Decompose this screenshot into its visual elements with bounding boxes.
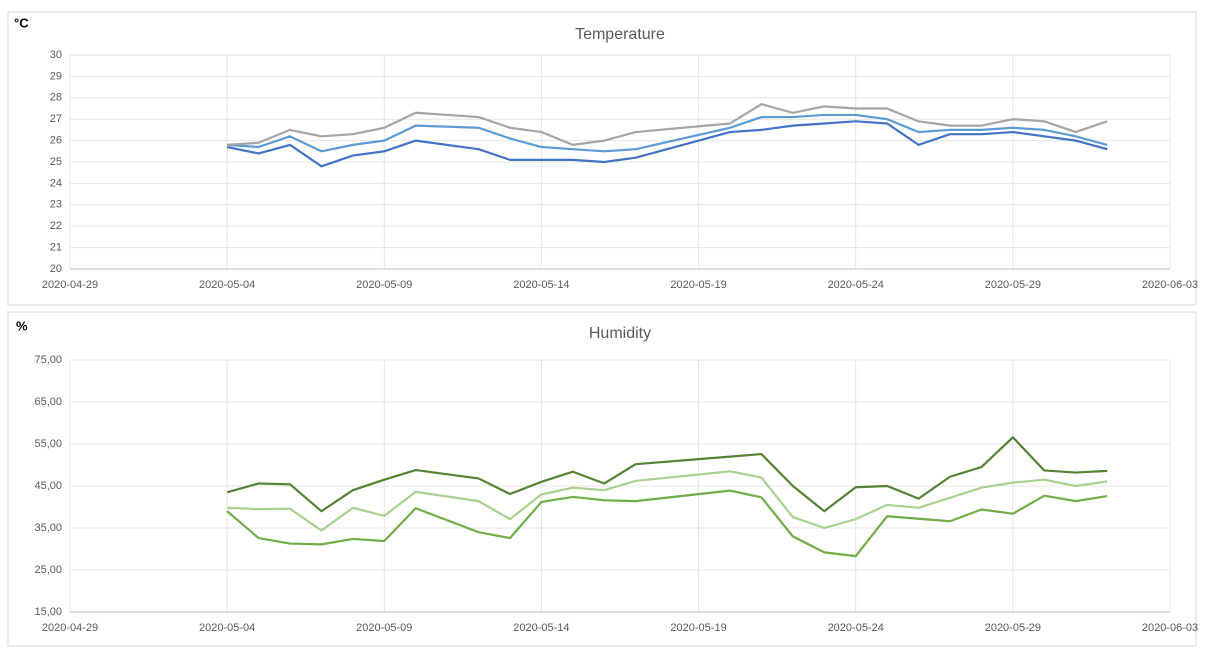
- y-tick-label: 55,00: [34, 438, 62, 450]
- y-tick-label: 30: [50, 49, 62, 61]
- y-tick-label: 20: [50, 263, 62, 275]
- x-tick-label: 2020-04-29: [42, 622, 98, 634]
- line-series: [227, 470, 1108, 532]
- y-tick-label: 25,00: [34, 564, 62, 576]
- x-tick-label: 2020-05-04: [199, 279, 255, 291]
- x-tick-label: 2020-06-03: [1142, 622, 1198, 634]
- y-tick-label: 28: [50, 92, 62, 104]
- y-axis-unit: °C: [14, 15, 29, 30]
- chart-title: Humidity: [589, 325, 651, 342]
- y-tick-label: 21: [50, 242, 62, 254]
- x-tick-label: 2020-05-29: [985, 279, 1041, 291]
- line-series: [227, 103, 1108, 146]
- x-tick-label: 2020-05-19: [670, 279, 726, 291]
- chart-title: Temperature: [575, 26, 665, 43]
- x-tick-label: 2020-05-09: [356, 622, 412, 634]
- x-tick-label: 2020-04-29: [42, 279, 98, 291]
- y-tick-label: 29: [50, 70, 62, 82]
- line-series: [227, 113, 1108, 153]
- y-tick-label: 25: [50, 156, 62, 168]
- y-tick-label: 15,00: [34, 606, 62, 618]
- x-tick-label: 2020-05-14: [513, 622, 569, 634]
- chart-panel: [7, 11, 1197, 306]
- y-tick-label: 35,00: [34, 522, 62, 534]
- y-tick-label: 26: [50, 135, 62, 147]
- x-tick-label: 2020-05-29: [985, 622, 1041, 634]
- line-series: [226, 436, 1108, 513]
- line-series: [226, 120, 1108, 168]
- y-tick-label: 24: [50, 177, 62, 189]
- y-tick-label: 23: [50, 199, 62, 211]
- y-tick-label: 45,00: [34, 480, 62, 492]
- x-tick-label: 2020-05-14: [513, 279, 569, 291]
- y-tick-label: 22: [50, 220, 62, 232]
- y-axis-unit: %: [16, 318, 28, 333]
- y-tick-label: 75,00: [34, 354, 62, 366]
- y-tick-label: 65,00: [34, 396, 62, 408]
- x-tick-label: 2020-05-24: [828, 279, 884, 291]
- x-tick-label: 2020-05-04: [199, 622, 255, 634]
- x-tick-label: 2020-06-03: [1142, 279, 1198, 291]
- line-series: [226, 489, 1108, 558]
- chart-panel: [7, 311, 1197, 647]
- x-tick-label: 2020-05-19: [670, 622, 726, 634]
- y-tick-label: 27: [50, 113, 62, 125]
- x-tick-label: 2020-05-09: [356, 279, 412, 291]
- x-tick-label: 2020-05-24: [828, 622, 884, 634]
